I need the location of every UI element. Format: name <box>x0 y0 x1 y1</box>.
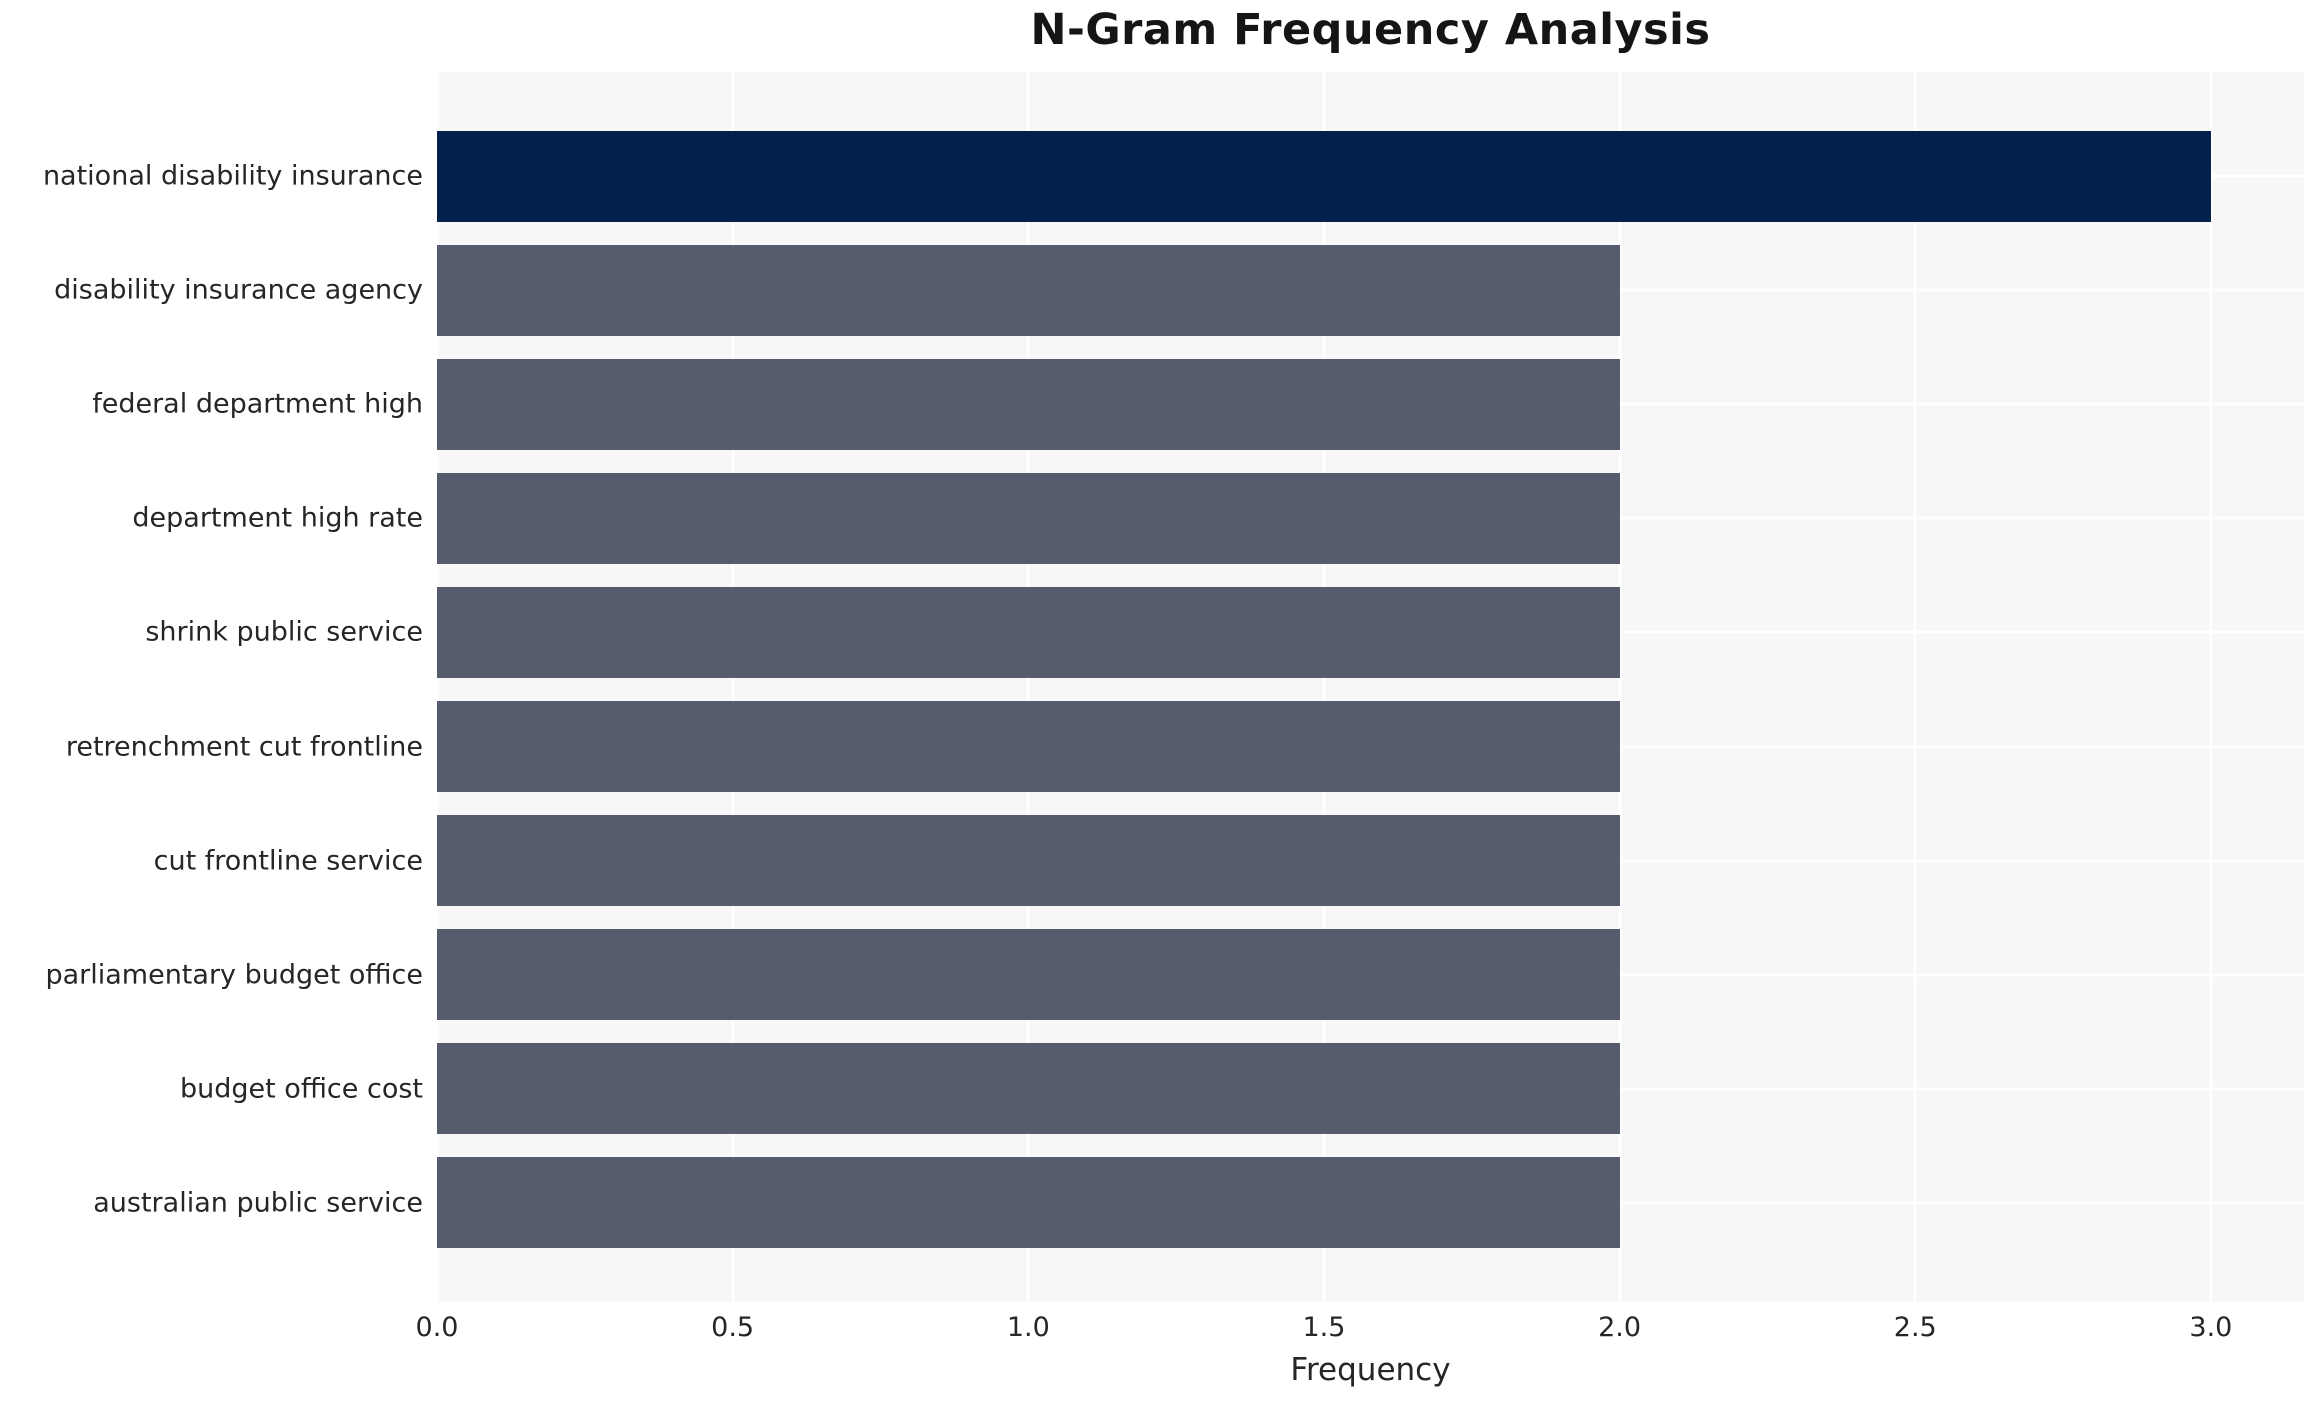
plot-area <box>435 72 2304 1302</box>
x-tick-label: 1.0 <box>1006 1312 1050 1343</box>
x-tick-label: 1.5 <box>1302 1312 1346 1343</box>
bar <box>437 130 2211 222</box>
y-tick-label: federal department high <box>92 388 423 420</box>
chart-title: N-Gram Frequency Analysis <box>1030 5 1711 55</box>
bar <box>437 244 1620 336</box>
gridline-vertical <box>435 72 439 1302</box>
bar <box>437 1157 1620 1249</box>
y-tick-label: cut frontline service <box>153 845 423 877</box>
y-tick-label: australian public service <box>93 1187 423 1219</box>
bar <box>437 929 1620 1021</box>
bar <box>437 1043 1620 1135</box>
x-tick-label: 2.5 <box>1893 1312 1937 1343</box>
x-tick-label: 0.5 <box>711 1312 755 1343</box>
gridline-vertical <box>731 72 735 1302</box>
gridline-vertical <box>1026 72 1030 1302</box>
y-tick-label: shrink public service <box>145 616 423 648</box>
x-tick-label: 0.0 <box>415 1312 459 1343</box>
bar <box>437 701 1620 792</box>
gridline-vertical <box>2209 72 2213 1302</box>
y-tick-label: parliamentary budget office <box>45 959 423 991</box>
x-tick-label: 3.0 <box>2189 1312 2233 1343</box>
gridline-vertical <box>1322 72 1326 1302</box>
y-tick-label: retrenchment cut frontline <box>65 731 423 762</box>
x-axis-label: Frequency <box>1290 1352 1451 1388</box>
gridline-vertical <box>1618 72 1622 1302</box>
bar <box>437 815 1620 907</box>
bar <box>437 586 1620 678</box>
gridline-vertical <box>1913 72 1917 1302</box>
y-tick-label: budget office cost <box>180 1073 423 1105</box>
y-tick-label: disability insurance agency <box>54 274 423 306</box>
y-tick-label: department high rate <box>132 502 423 534</box>
x-tick-label: 2.0 <box>1598 1312 1642 1343</box>
bar <box>437 472 1620 564</box>
bar <box>437 358 1620 450</box>
y-tick-label: national disability insurance <box>42 160 423 192</box>
